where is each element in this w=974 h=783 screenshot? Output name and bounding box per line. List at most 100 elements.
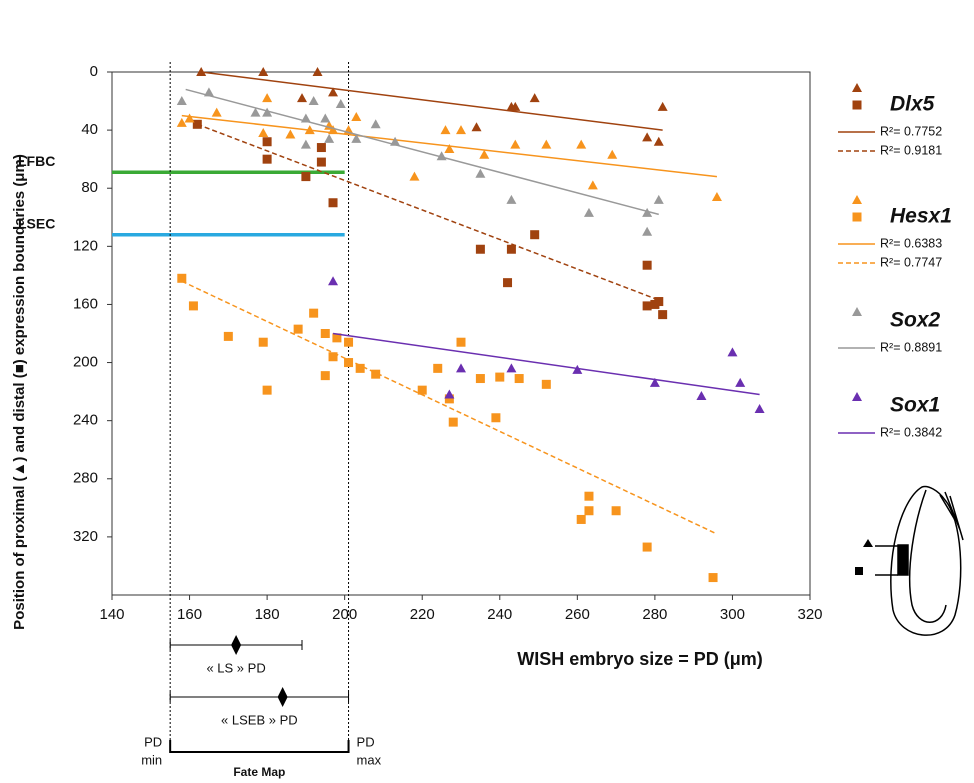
legend-gene: Sox2: [890, 309, 941, 332]
legend-marker: [852, 195, 862, 204]
distal-marker: [642, 542, 652, 552]
proximal-marker: [572, 364, 583, 374]
plot-frame: [111, 71, 811, 596]
y-tick-label: 200: [73, 354, 98, 371]
distal-marker: [223, 331, 233, 341]
proximal-marker: [479, 149, 490, 159]
distal-marker: [514, 374, 524, 384]
proximal-marker: [328, 276, 339, 286]
distal-marker: [475, 374, 485, 384]
proximal-marker: [657, 101, 668, 111]
range-label: « LS » PD: [206, 660, 265, 675]
legend-r2: R²= 0.7747: [880, 255, 942, 269]
proximal-marker: [506, 363, 517, 373]
proximal-marker: [258, 67, 269, 76]
proximal-marker: [456, 363, 466, 373]
proximal-marker: [444, 389, 455, 399]
legend-r2: R²= 0.8891: [880, 340, 942, 354]
y-tick-label: 240: [73, 412, 98, 429]
proximal-marker: [312, 67, 323, 76]
fit-line: [181, 280, 718, 535]
proximal-marker: [456, 125, 466, 135]
proximal-marker: [324, 133, 335, 143]
x-tick-label: 140: [99, 606, 124, 623]
x-tick-label: 180: [255, 606, 280, 623]
proximal-marker: [653, 194, 664, 204]
x-tick-label: 160: [177, 606, 202, 623]
x-tick-label: 240: [487, 606, 512, 623]
proximal-marker: [642, 226, 653, 236]
legend-r2: R²= 0.9181: [880, 143, 942, 157]
distal-marker: [320, 329, 330, 338]
proximal-marker: [409, 171, 420, 181]
distal-marker: [262, 385, 272, 395]
distal-marker: [316, 143, 326, 153]
proximal-marker: [541, 139, 552, 149]
proximal-marker: [642, 132, 653, 142]
distal-marker: [309, 308, 319, 318]
x-axis-title: WISH embryo size = PD (μm): [517, 649, 763, 669]
proximal-marker: [262, 107, 273, 117]
y-tick-label: 120: [73, 237, 98, 254]
distal-marker: [448, 417, 458, 427]
pd-min-label: PD: [144, 734, 162, 749]
proximal-marker: [576, 139, 587, 149]
distal-marker: [332, 333, 342, 343]
proximal-marker: [300, 139, 311, 149]
proximal-marker: [262, 93, 273, 103]
proximal-marker: [653, 136, 664, 146]
embryo-drawing: [855, 485, 964, 636]
y-tick-label: 280: [73, 470, 98, 487]
distal-marker: [456, 337, 466, 347]
reference-label: LSEC: [18, 215, 55, 231]
distal-marker: [344, 358, 354, 368]
proximal-marker: [328, 87, 339, 97]
distal-marker: [475, 244, 485, 254]
distal-marker: [584, 506, 594, 516]
proximal-marker: [250, 107, 261, 117]
legend-marker: [852, 392, 862, 401]
distal-marker: [503, 278, 513, 288]
distal-marker: [444, 394, 454, 404]
x-tick-label: 220: [410, 606, 435, 623]
proximal-marker: [727, 347, 738, 357]
x-tick-label: 260: [565, 606, 590, 623]
proximal-marker: [335, 98, 346, 108]
range-center: [277, 687, 288, 707]
fit-line: [185, 88, 659, 216]
proximal-marker: [444, 143, 455, 153]
x-tick-label: 300: [720, 606, 745, 623]
distal-marker: [541, 379, 551, 389]
distal-marker: [576, 514, 586, 524]
proximal-marker: [475, 168, 486, 178]
proximal-marker: [184, 113, 195, 123]
distal-marker: [355, 363, 365, 373]
distal-marker: [316, 157, 326, 167]
distal-marker: [495, 372, 505, 382]
x-tick-label: 200: [332, 606, 357, 623]
fate-bracket: [169, 740, 350, 753]
legend-r2: R²= 0.3842: [880, 425, 942, 439]
y-tick-label: 320: [73, 528, 98, 545]
legend-marker: [852, 83, 862, 92]
distal-marker: [654, 297, 664, 307]
distal-marker: [344, 337, 354, 347]
range-center: [231, 635, 242, 655]
legend-marker: [852, 307, 862, 316]
distal-marker: [328, 198, 338, 208]
distal-marker: [642, 301, 652, 311]
proximal-marker: [176, 117, 187, 127]
proximal-marker: [351, 133, 362, 143]
proximal-marker: [711, 191, 722, 201]
distal-marker: [642, 260, 652, 270]
distal-marker: [433, 363, 443, 373]
proximal-marker: [351, 112, 362, 122]
distal-marker: [320, 371, 330, 381]
legend-marker: [852, 100, 862, 110]
proximal-marker: [649, 377, 660, 387]
proximal-marker: [211, 107, 222, 117]
distal-marker: [584, 491, 594, 501]
legend-r2: R²= 0.7752: [880, 124, 942, 138]
proximal-marker: [176, 96, 187, 106]
